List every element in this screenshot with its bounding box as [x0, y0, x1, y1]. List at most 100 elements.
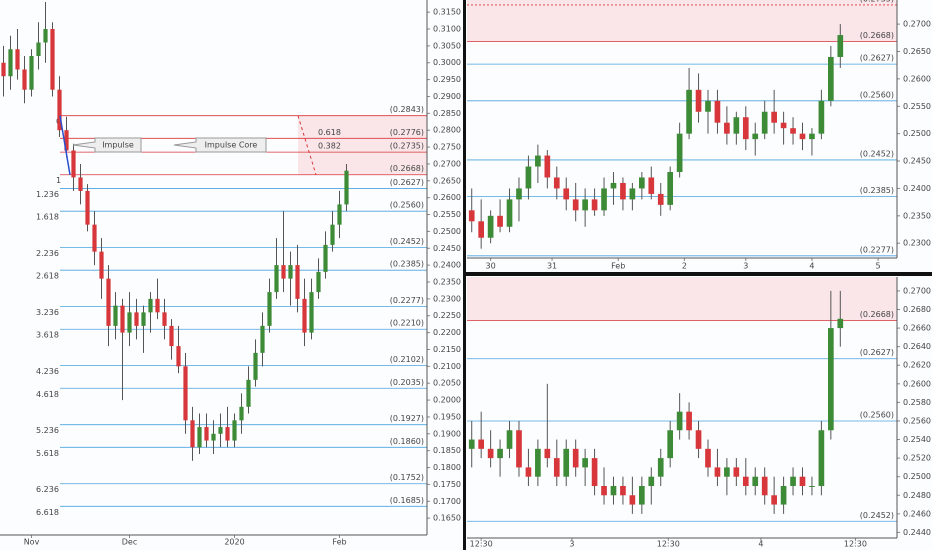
candle-body: [809, 133, 815, 140]
target-zone: [467, 277, 897, 321]
candle-body: [225, 427, 230, 441]
candle-body: [162, 312, 167, 326]
x-tick-label: Dec: [122, 538, 137, 547]
candle-body: [197, 427, 202, 448]
fib-level-label: (0.2035): [390, 378, 424, 387]
candle-body: [535, 155, 541, 167]
y-tick-label: 0.2000: [433, 396, 461, 405]
y-tick-label: 0.1700: [433, 497, 461, 506]
x-tick-label: 12:30: [470, 540, 493, 549]
candle-body: [582, 458, 588, 468]
candle-body: [601, 188, 607, 211]
fib-ratio-label: 1.236: [36, 190, 59, 199]
y-tick-label: 0.2350: [433, 278, 461, 287]
candle-body: [752, 133, 759, 140]
impulse-line: [59, 115, 71, 175]
y-tick-label: 0.2950: [433, 75, 461, 84]
y-tick-label: 0.2500: [903, 472, 931, 481]
candle-body: [302, 298, 307, 333]
candle-body: [610, 485, 617, 496]
y-tick-label: 0.1950: [433, 412, 461, 421]
y-tick-label: 0.2400: [433, 261, 461, 270]
fib-ratio-label: 5.618: [36, 449, 59, 458]
candle-body: [99, 251, 104, 279]
fib-level-label: (0.2776): [390, 128, 424, 137]
y-tick-label: 0.2640: [903, 342, 931, 351]
y-tick-label: 0.3100: [433, 25, 461, 34]
candle-body: [92, 224, 97, 252]
candle-body: [771, 495, 777, 505]
candle-body: [281, 265, 286, 279]
candle-body: [686, 89, 692, 134]
candle-body: [620, 485, 626, 496]
candle-body: [134, 312, 139, 326]
fib-level-label: (0.2277): [390, 296, 424, 305]
fib-level-label: (0.2627): [860, 348, 894, 357]
candle-body: [274, 265, 279, 293]
candle-body: [204, 427, 209, 441]
candle-body: [657, 193, 664, 205]
fib-level-label: (0.2452): [860, 511, 894, 520]
y-tick-label: 0.2550: [903, 102, 931, 111]
candle-body: [169, 325, 174, 347]
candle-body: [106, 278, 111, 326]
candle-body: [323, 244, 328, 272]
fib-ratio-label: 1: [56, 176, 61, 185]
candle-body: [799, 133, 806, 140]
fib-ratio-label: 0.382: [318, 142, 341, 151]
candle-body: [516, 430, 522, 468]
candle-body: [253, 352, 258, 380]
x-tick-label: 2020: [224, 538, 244, 547]
candle-body: [478, 439, 485, 449]
x-tick-label: 5: [876, 262, 881, 271]
y-tick-label: 0.2650: [903, 47, 931, 56]
x-tick-label: 12:30: [657, 540, 680, 549]
candle-body: [714, 467, 721, 477]
y-tick-label: 0.1900: [433, 429, 461, 438]
fib-level-label: (0.1927): [390, 414, 424, 423]
candle-body: [50, 29, 55, 90]
candle-body: [714, 100, 721, 123]
x-tick-label: Feb: [332, 538, 346, 547]
target-zone: [467, 0, 897, 42]
y-tick-label: 0.3150: [433, 8, 461, 17]
candle-body: [29, 55, 34, 90]
candle-body: [591, 458, 598, 486]
candle-body: [232, 420, 237, 441]
fib-level-label: (0.2627): [390, 178, 424, 187]
candle-body: [601, 485, 607, 496]
candle-body: [22, 69, 27, 90]
fib-ratio-label: 3.236: [36, 308, 59, 317]
candle-body: [71, 150, 76, 178]
candle-body: [667, 172, 674, 205]
y-tick-label: 0.2250: [433, 311, 461, 320]
candle-body: [525, 467, 532, 477]
y-tick-label: 0.3000: [433, 58, 461, 67]
candle-body: [36, 42, 41, 56]
candle-body: [344, 170, 349, 205]
candle-body: [799, 476, 806, 486]
x-tick-label: 3: [569, 540, 574, 549]
fib-level-label: (0.2385): [860, 186, 894, 195]
candle-body: [506, 199, 513, 227]
y-tick-label: 0.2800: [433, 126, 461, 135]
y-tick-label: 0.2200: [433, 328, 461, 337]
core-line: [297, 115, 317, 175]
candle-body: [629, 495, 636, 505]
candle-body: [742, 476, 749, 486]
callout-box: [173, 137, 267, 153]
candle-body: [667, 430, 674, 459]
fib-level-label: (0.2668): [860, 310, 894, 319]
candle-body: [43, 29, 48, 43]
fib-ratio-label: 6.236: [36, 485, 59, 494]
fib-level-label: (0.2277): [860, 245, 894, 254]
candle-body: [733, 467, 740, 477]
y-tick-label: 0.2500: [433, 227, 461, 236]
candle-body: [582, 199, 588, 211]
candle-body: [563, 448, 570, 477]
y-tick-label: 0.2450: [433, 244, 461, 253]
candle-body: [752, 476, 759, 486]
candle-body: [468, 210, 475, 222]
callout-text: Impulse: [102, 141, 134, 150]
